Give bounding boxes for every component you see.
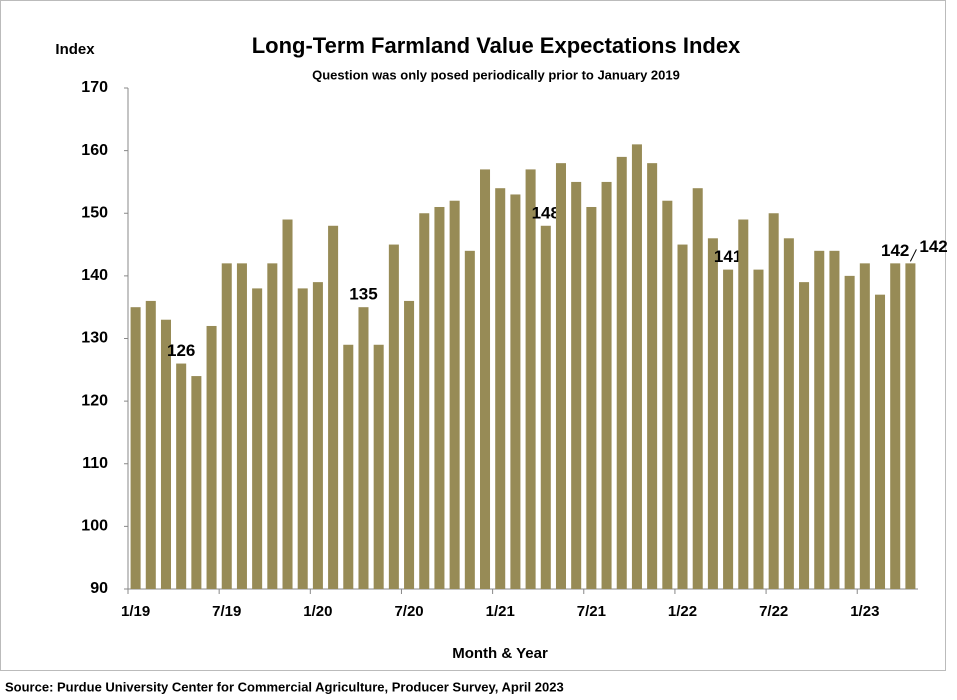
bar [601,181,612,589]
bar [480,169,491,589]
chart-subtitle: Question was only posed periodically pri… [312,67,680,82]
bar [586,206,597,590]
data-label: 135 [349,285,377,304]
bar [631,144,642,590]
bar [373,344,384,589]
data-label: 142 [919,237,947,256]
leader-line [909,249,917,262]
x-tick-label: 1/20 [303,603,332,620]
bar [616,156,627,589]
bar [343,344,354,589]
x-tick-label: 7/21 [577,603,606,620]
bar [221,263,232,589]
bar [191,376,202,589]
x-tick-label: 7/20 [394,603,423,620]
bar [555,163,566,589]
bar [707,238,718,590]
data-label: 141 [714,247,742,266]
bar [571,181,582,589]
x-tick-label: 7/19 [212,603,241,620]
bar [419,213,430,589]
x-tick-label: 1/19 [121,603,150,620]
data-label: 148 [532,203,560,222]
y-tick-label: 120 [81,392,108,409]
bar [328,225,339,589]
bar [282,219,293,589]
y-tick-label: 130 [81,330,108,347]
bar [267,263,278,589]
data-label: 142 [881,241,909,260]
bar [404,300,415,589]
bar [434,206,445,590]
bar [829,250,840,589]
bar [358,307,369,589]
bar [540,225,551,589]
bar [905,263,916,589]
data-label: 126 [167,341,195,360]
bar [510,194,521,589]
bar [525,169,536,589]
bar [312,282,323,589]
y-axis-title: Index [55,41,95,58]
bar [464,250,475,589]
bar [130,307,141,589]
y-tick-label: 140 [81,267,108,284]
bar [875,294,886,589]
bar [844,275,855,589]
y-tick-label: 160 [81,142,108,159]
bar [753,269,764,589]
y-tick-label: 110 [82,455,108,472]
bar [783,238,794,590]
bar [859,263,870,589]
bar [252,288,263,589]
source-note: Source: Purdue University Center for Com… [5,679,564,694]
bar [799,282,810,589]
bar [647,163,658,589]
y-tick-label: 90 [90,580,108,597]
chart-title: Long-Term Farmland Value Expectations In… [252,33,741,58]
x-axis-title: Month & Year [452,645,548,662]
bar [692,188,703,589]
bar [206,325,217,589]
y-tick-label: 100 [81,518,108,535]
bar [388,244,399,589]
bar [677,244,688,589]
bar [236,263,247,589]
bar [495,188,506,589]
y-tick-label: 170 [81,79,108,96]
x-tick-label: 1/23 [850,603,879,620]
x-tick-label: 7/22 [759,603,788,620]
bar [176,363,187,589]
bar [890,263,901,589]
bar [662,200,673,589]
bar [160,319,171,589]
bar [738,219,749,589]
y-tick-label: 150 [81,204,108,221]
chart-border [0,0,946,671]
bar [449,200,460,589]
bar [814,250,825,589]
x-tick-label: 1/21 [486,603,515,620]
x-tick-label: 1/22 [668,603,697,620]
bar [768,213,779,589]
bar [145,300,156,589]
bar [723,269,734,589]
bar [297,288,308,589]
